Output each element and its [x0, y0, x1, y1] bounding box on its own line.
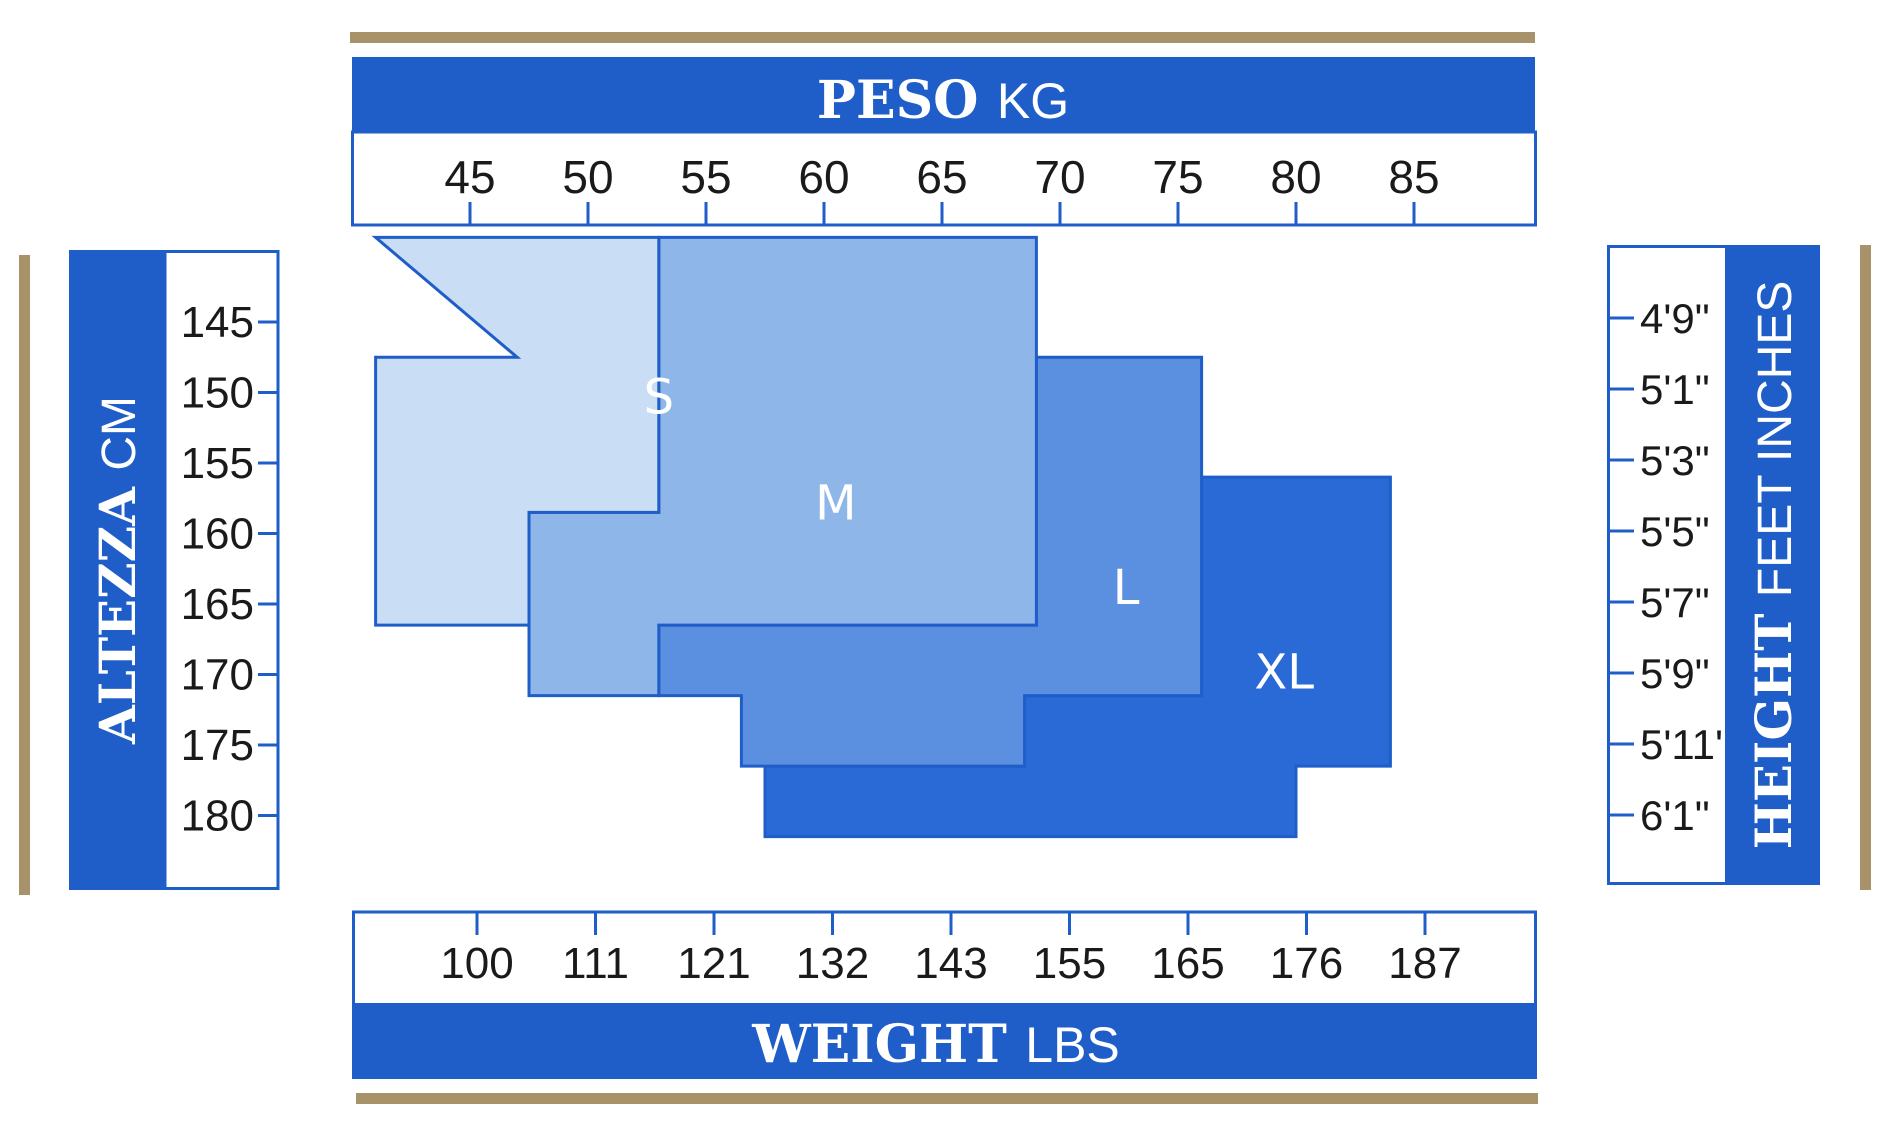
bottom-tick-label: 132: [796, 939, 869, 988]
top-axis-title-bold: PESO: [817, 70, 979, 131]
left-axis-tick-box: [163, 250, 280, 890]
bottom-axis-title-bold: WEIGHT: [751, 1014, 1007, 1075]
size-label-xl: XL: [1254, 645, 1314, 701]
bottom-axis-title-band: [352, 1003, 1537, 1079]
right-axis-tick-box: [1607, 245, 1728, 885]
left-tick-label: 165: [181, 580, 254, 629]
top-tick-label: 60: [798, 151, 849, 203]
top-tick-label: 75: [1152, 151, 1203, 203]
right-tick-label: 4'9": [1640, 295, 1710, 342]
bottom-tick-label: 100: [440, 939, 513, 988]
bottom-tick-label: 165: [1151, 939, 1224, 988]
right-gold-rule: [1860, 245, 1871, 890]
right-axis-ticks: 4'9" 5'1" 5'3" 5'5" 5'7" 5'9" 5'11' 6'1": [1610, 295, 1723, 839]
size-regions: XL L M S: [371, 235, 1392, 839]
right-axis-title-band: [1725, 245, 1820, 885]
left-axis-ticks: 145 150 155 160 165 170 175 180: [181, 298, 278, 841]
top-tick-label: 45: [444, 151, 495, 203]
right-tick-label: 5'3": [1640, 437, 1710, 484]
bottom-tick-label: 111: [562, 939, 629, 988]
top-axis-tick-box: [351, 130, 1537, 227]
size-region-s: [371, 235, 661, 627]
right-axis-title-unit: FEET INCHES: [1749, 281, 1802, 598]
top-tick-label: 50: [562, 151, 613, 203]
right-tick-label: 5'9": [1640, 650, 1710, 697]
top-tick-label: 65: [916, 151, 967, 203]
right-axis-title: HEIGHT FEET INCHES: [1744, 281, 1803, 850]
bottom-tick-label: 176: [1270, 939, 1343, 988]
left-tick-label: 180: [181, 792, 254, 841]
top-tick-label: 55: [680, 151, 731, 203]
top-axis-title-band: [352, 57, 1535, 132]
left-axis-title-bold: ALTEZZA: [88, 486, 147, 745]
bottom-gold-rule: [356, 1093, 1538, 1104]
top-gold-rule: [350, 32, 1535, 43]
left-tick-label: 155: [181, 439, 254, 488]
top-axis-ticks: 45 50 55 60 65 70 75 80 85: [444, 151, 1440, 224]
left-axis-title-band: [69, 250, 165, 890]
size-label-m: M: [815, 475, 856, 531]
right-tick-label: 5'1": [1640, 366, 1710, 413]
left-tick-label: 170: [181, 651, 254, 700]
bottom-axis-title: WEIGHT LBS: [751, 1014, 1120, 1075]
right-tick-label: 5'7": [1640, 579, 1710, 626]
right-tick-label: 6'1": [1640, 792, 1710, 839]
right-tick-label: 5'5": [1640, 508, 1710, 555]
bottom-tick-label: 143: [914, 939, 987, 988]
left-tick-label: 175: [181, 721, 254, 770]
top-axis-title: PESO KG: [817, 70, 1069, 131]
top-tick-label: 70: [1034, 151, 1085, 203]
top-tick-label: 85: [1388, 151, 1439, 203]
left-tick-label: 150: [181, 369, 254, 418]
left-tick-label: 145: [181, 298, 254, 347]
top-tick-label: 80: [1270, 151, 1321, 203]
left-axis-title-unit: CM: [93, 396, 146, 471]
left-tick-label: 160: [181, 510, 254, 559]
bottom-axis-title-unit: LBS: [1025, 1017, 1120, 1073]
bottom-axis-ticks: 100 111 121 132 143 155 165 176 187: [440, 913, 1462, 988]
left-gold-rule: [19, 255, 30, 895]
bottom-axis-tick-box: [352, 910, 1537, 1007]
top-axis-title-unit: KG: [997, 73, 1069, 129]
size-label-l: L: [1113, 560, 1140, 616]
right-tick-label: 5'11': [1640, 721, 1723, 768]
left-axis-title: ALTEZZA CM: [88, 396, 147, 745]
bottom-tick-label: 155: [1033, 939, 1106, 988]
right-axis-title-bold: HEIGHT: [1744, 614, 1803, 850]
bottom-tick-label: 121: [677, 939, 750, 988]
bottom-tick-label: 187: [1388, 939, 1461, 988]
size-label-s: S: [644, 370, 674, 426]
